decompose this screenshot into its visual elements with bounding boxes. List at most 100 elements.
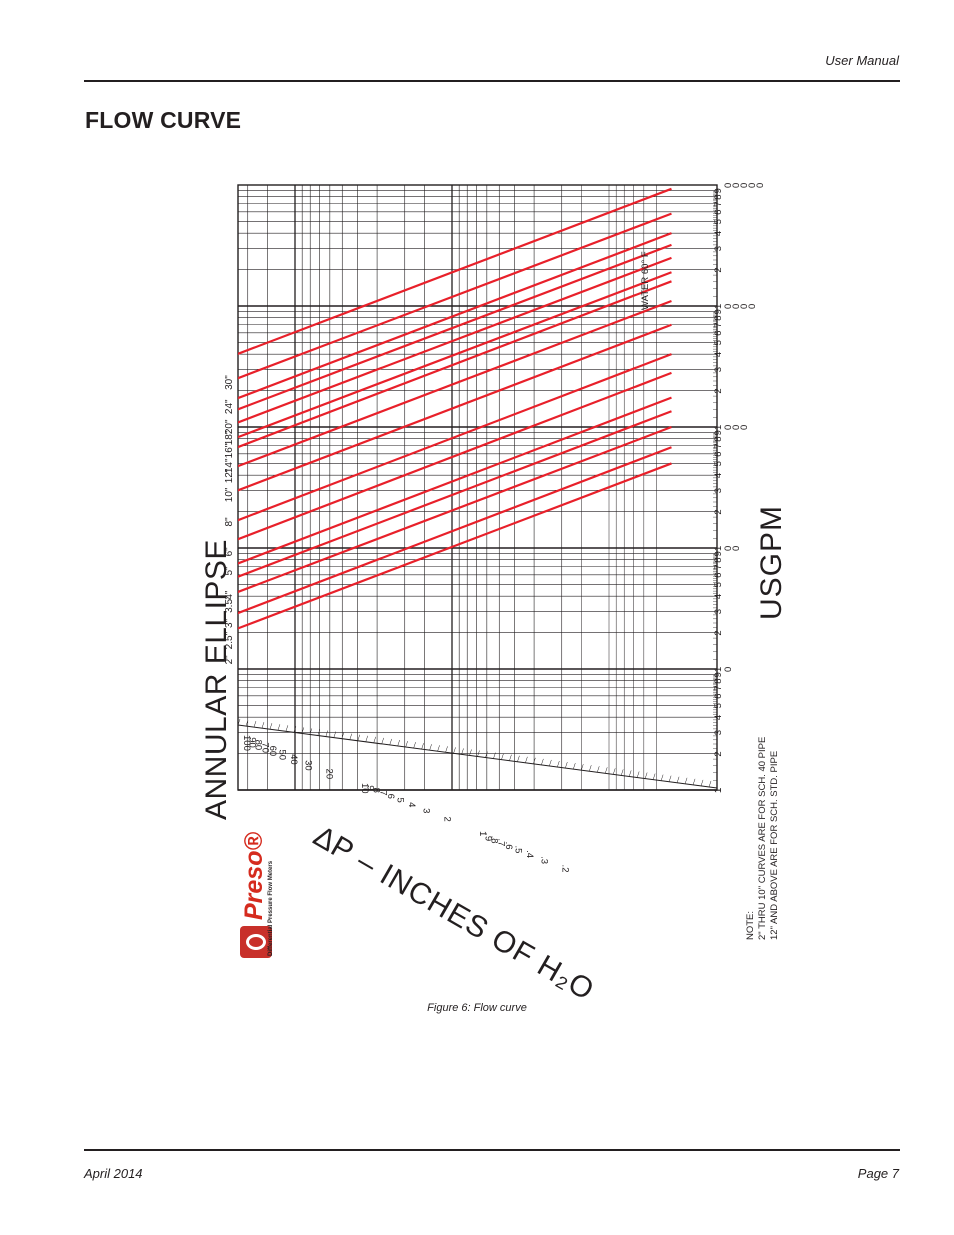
logo-tagline: Differential Pressure Flow Meters xyxy=(268,860,274,956)
flow-tick-digit: 9 xyxy=(713,430,724,435)
chart-svg: 2"2.5"3"3.5"4"5"6"8"10"12"14"16"18"20"24… xyxy=(224,183,766,873)
flow-tick-zero: 0 xyxy=(723,667,734,672)
flow-curve-12 xyxy=(238,256,672,424)
dp-tick-label: 5 xyxy=(395,797,406,802)
dp-scale-tick xyxy=(525,756,528,763)
flow-tick-zero: 0 xyxy=(755,183,766,188)
flow-tick-digit: 8 xyxy=(713,436,724,441)
dp-scale-tick xyxy=(445,746,448,753)
dp-scale-tick xyxy=(309,728,313,735)
flow-tick-digit: 9 xyxy=(713,309,724,314)
pipe-size-label: 2.5" xyxy=(224,631,235,649)
dp-scale-tick xyxy=(381,737,384,744)
flow-tick-digit: 8 xyxy=(713,315,724,320)
flow-tick-digit: 2 xyxy=(713,509,724,514)
dp-scale-tick xyxy=(413,742,416,749)
dp-scale-tick xyxy=(405,740,408,748)
pipe-size-label: 8" xyxy=(224,517,235,527)
flow-tick-digit: 1 xyxy=(713,788,724,793)
flow-tick-digit: 2 xyxy=(713,388,724,393)
dp-tick-label: .9 xyxy=(482,833,493,841)
dp-scale-tick xyxy=(237,718,241,726)
footer-rule xyxy=(84,1149,900,1151)
pipe-size-label: 3" xyxy=(224,618,235,628)
dp-scale-tick xyxy=(429,744,432,751)
dp-tick-label: 100 xyxy=(241,735,252,751)
dp-scale-tick xyxy=(565,761,568,769)
pipe-size-label: 3.5" xyxy=(224,595,235,613)
flow-curve-7 xyxy=(238,353,672,522)
dp-tick-label: 3 xyxy=(421,808,432,813)
dp-scale-tick xyxy=(604,767,608,774)
pipe-size-label: 14" xyxy=(224,458,235,473)
dp-scale-tick xyxy=(573,763,576,770)
dp-scale-tick xyxy=(541,758,544,765)
flow-curve-9 xyxy=(238,299,672,468)
flow-tick-digit: 2 xyxy=(713,267,724,272)
flow-tick-digit: 7 xyxy=(713,201,724,206)
flow-tick-digit: 1 xyxy=(713,304,724,309)
dp-tick-label: 40 xyxy=(288,754,299,765)
flow-tick-digit: 1 xyxy=(713,546,724,551)
dp-scale-tick xyxy=(461,748,464,755)
dp-tick-label: 6 xyxy=(385,794,396,799)
dp-scale-tick xyxy=(317,729,321,736)
pipe-size-label: 24" xyxy=(224,399,235,414)
flow-tick-zero: 0 xyxy=(731,425,742,430)
dp-tick-label: 9 xyxy=(364,785,375,790)
dp-scale-tick xyxy=(469,749,472,756)
manual-label: User Manual xyxy=(825,53,899,68)
pipe-size-label: 5" xyxy=(224,566,235,576)
pipe-size-label: 6" xyxy=(224,547,235,557)
flow-curve-5 xyxy=(238,396,672,565)
dp-scale-tick xyxy=(341,732,345,739)
pipe-size-label: 20" xyxy=(224,419,235,434)
footer-date: April 2014 xyxy=(84,1166,143,1181)
flow-tick-digit: 6 xyxy=(713,331,724,336)
flow-tick-digit: 3 xyxy=(713,246,724,251)
flow-curve-14 xyxy=(238,232,672,400)
flow-tick-zero: 0 xyxy=(747,183,758,188)
dp-scale-tick xyxy=(708,780,712,788)
pipe-size-label: 4" xyxy=(224,590,235,600)
preso-logo: Preso® Differential Pressure Flow Meters xyxy=(238,820,274,960)
dp-tick-label: .7 xyxy=(495,838,506,846)
pipe-size-label: 16" xyxy=(224,443,235,458)
page-number: Page 7 xyxy=(857,1166,899,1181)
flow-tick-zero: 0 xyxy=(723,425,734,430)
dp-scale-tick xyxy=(581,764,584,771)
dp-scale-tick xyxy=(692,778,696,785)
dp-scale-tick xyxy=(589,765,592,772)
flow-tick-digit: 7 xyxy=(713,685,724,690)
flow-curve-1 xyxy=(238,462,672,630)
flow-tick-zero: 0 xyxy=(739,425,750,430)
dp-scale-tick xyxy=(485,751,488,758)
flow-tick-zero: 0 xyxy=(739,183,750,188)
flow-tick-digit: 3 xyxy=(713,367,724,372)
condition-label: WATER 60° F xyxy=(640,251,651,310)
section-title: FLOW CURVE xyxy=(85,107,242,133)
dp-scale-tick xyxy=(357,734,360,741)
flow-tick-digit: 4 xyxy=(713,473,724,478)
flow-curve-3 xyxy=(238,425,672,594)
flow-tick-digit: 9 xyxy=(713,188,724,193)
dp-scale-tick xyxy=(684,777,688,784)
note-line: NOTE: xyxy=(745,910,756,940)
dp-scale-tick xyxy=(333,731,337,738)
header-rule xyxy=(84,80,900,82)
dp-scale-tick xyxy=(277,724,281,731)
dp-scale-tick xyxy=(437,745,440,752)
flow-tick-digit: 6 xyxy=(713,210,724,215)
flow-tick-digit: 7 xyxy=(713,443,724,448)
dp-scale-tick xyxy=(253,721,257,728)
flow-curve-11 xyxy=(238,271,672,439)
flow-tick-digit: 1 xyxy=(713,425,724,430)
dp-scale-tick xyxy=(293,726,297,733)
dp-tick-label: 60 xyxy=(267,746,278,757)
flow-tick-digit: 7 xyxy=(713,564,724,569)
dp-scale-tick xyxy=(301,727,305,734)
flow-tick-digit: 5 xyxy=(713,219,724,224)
dp-scale-tick xyxy=(245,719,249,727)
flow-tick-zero: 0 xyxy=(723,304,734,309)
flow-tick-zero: 0 xyxy=(731,183,742,188)
